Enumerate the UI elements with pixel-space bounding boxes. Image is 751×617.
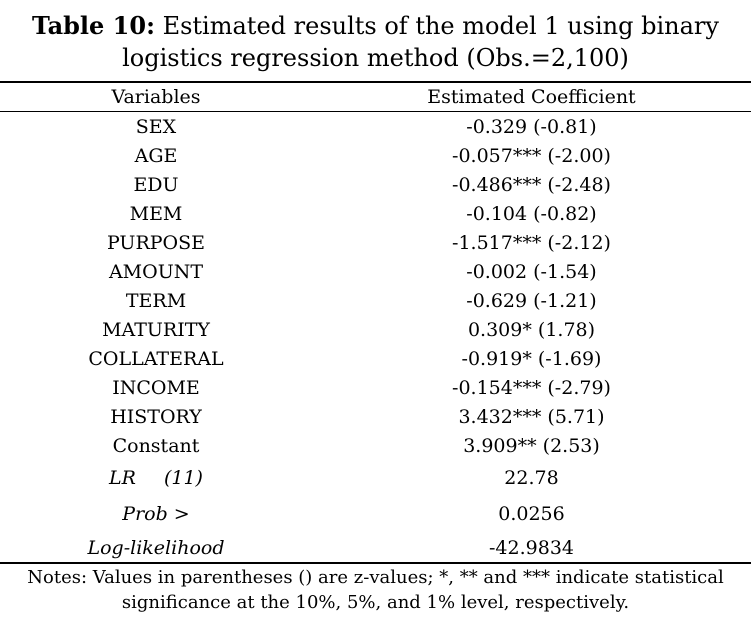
caption-line-1: Table 10: Estimated results of the model… [0, 10, 751, 42]
lr-value: 22.78 [504, 467, 559, 489]
variable-name: AGE [134, 144, 178, 167]
variable-name: TERM [125, 289, 187, 312]
table-notes: Notes: Values in parentheses () are z-va… [0, 565, 751, 615]
notes-line-1: Notes: Values in parentheses () are z-va… [27, 567, 724, 588]
coefficient-value: -1.517*** (-2.12) [452, 231, 611, 254]
table-row: EDU -0.486*** (-2.48) [0, 170, 751, 199]
lr-label-cell: LR (11) [0, 460, 312, 496]
variable-name: Constant [112, 434, 200, 457]
header-coefficient: Estimated Coefficient [427, 86, 636, 108]
table-row: SEX -0.329 (-0.81) [0, 112, 751, 141]
coefficient-value: -0.104 (-0.82) [466, 202, 597, 225]
table-row: HISTORY 3.432*** (5.71) [0, 402, 751, 431]
variable-name: COLLATERAL [88, 347, 224, 370]
variable-name: SEX [135, 115, 177, 138]
variable-name: EDU [133, 173, 179, 196]
variable-name: INCOME [112, 376, 200, 399]
stat-row-lr: LR (11) 22.78 [0, 460, 751, 496]
notes-line-2: significance at the 10%, 5%, and 1% leve… [121, 592, 630, 613]
caption-line-2: logistics regression method (Obs.=2,100) [122, 44, 629, 72]
table-row: PURPOSE -1.517*** (-2.12) [0, 228, 751, 257]
table-row: Constant 3.909** (2.53) [0, 431, 751, 460]
results-body: SEX -0.329 (-0.81) AGE -0.057*** (-2.00) EDU… [0, 112, 751, 564]
table-row: TERM -0.629 (-1.21) [0, 286, 751, 315]
stat-row-loglik: Log-likelihood -42.9834 [0, 532, 751, 564]
header-rule [0, 111, 751, 112]
variable-name: AMOUNT [108, 260, 204, 283]
bottom-rule [0, 562, 751, 564]
variable-name: PURPOSE [106, 231, 205, 254]
stat-row-prob: Prob > 0.0256 [0, 496, 751, 532]
lr-df: (11) [163, 467, 203, 489]
prob-value: 0.0256 [498, 503, 565, 525]
coefficient-value: -0.057*** (-2.00) [452, 144, 611, 167]
header-row: Variables Estimated Coefficient [0, 82, 751, 112]
coefficient-value: -0.154*** (-2.79) [452, 376, 611, 399]
header-variables: Variables [111, 86, 201, 108]
caption-title-part-1: Estimated results of the model 1 using b… [162, 12, 719, 40]
results-table: Variables Estimated Coefficient SEX -0.32… [0, 82, 751, 564]
variable-name: MEM [129, 202, 183, 225]
coefficient-value: 3.432*** (5.71) [458, 405, 605, 428]
coefficient-value: 3.909** (2.53) [463, 434, 600, 457]
variable-name: MATURITY [102, 318, 210, 341]
variable-name: HISTORY [110, 405, 202, 428]
coefficient-value: -0.486*** (-2.48) [452, 173, 611, 196]
coefficient-value: -0.329 (-0.81) [466, 115, 597, 138]
top-rule [0, 81, 751, 83]
coefficient-value: 0.309* (1.78) [467, 318, 596, 341]
loglik-label: Log-likelihood [87, 537, 225, 559]
table-row: AMOUNT -0.002 (-1.54) [0, 257, 751, 286]
lr-label: LR [109, 467, 136, 489]
prob-label: Prob > [122, 503, 190, 525]
table-row: MEM -0.104 (-0.82) [0, 199, 751, 228]
table-number: Table 10: [32, 11, 155, 40]
table-row: MATURITY 0.309* (1.78) [0, 315, 751, 344]
table-row: COLLATERAL -0.919* (-1.69) [0, 344, 751, 373]
coefficient-value: -0.002 (-1.54) [466, 260, 597, 283]
table-row: INCOME -0.154*** (-2.79) [0, 373, 751, 402]
coefficient-value: -0.919* (-1.69) [461, 347, 602, 370]
table-row: AGE -0.057*** (-2.00) [0, 141, 751, 170]
coefficient-value: -0.629 (-1.21) [466, 289, 597, 312]
table-caption: Table 10: Estimated results of the model… [0, 10, 751, 74]
loglik-value: -42.9834 [489, 537, 574, 559]
